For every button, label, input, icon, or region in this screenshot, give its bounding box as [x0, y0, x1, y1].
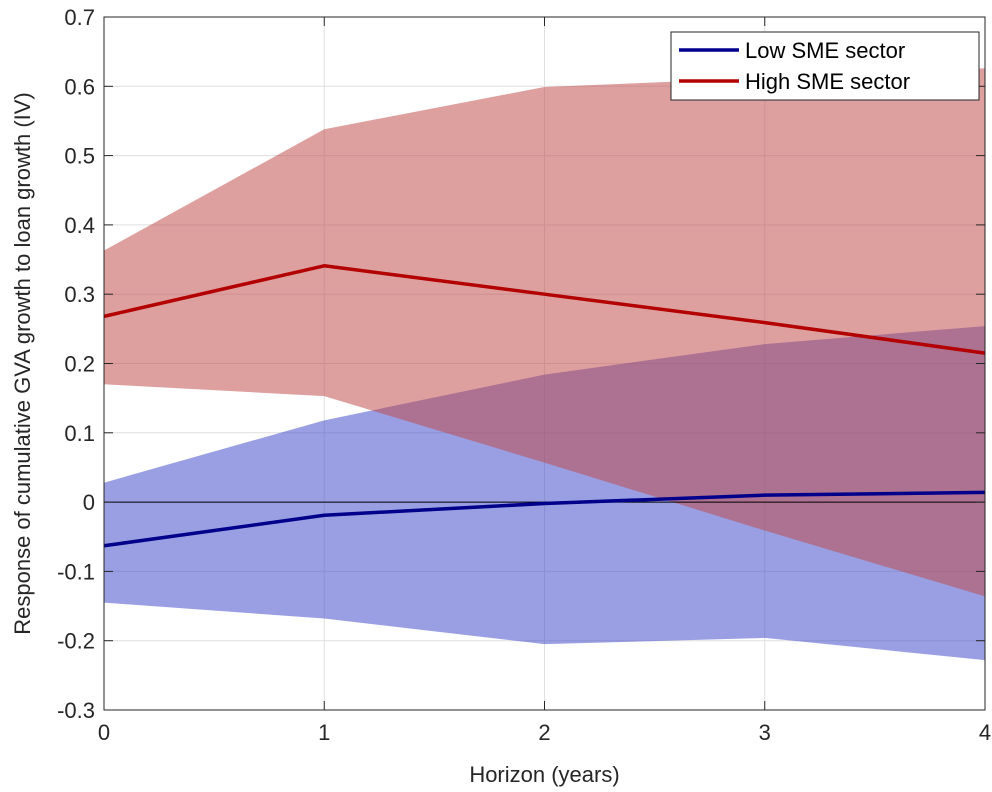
- y-tick-label-3: 0: [83, 490, 95, 515]
- y-tick-label-8: 0.5: [64, 144, 95, 169]
- series-line-0: [103, 490, 986, 548]
- y-tick-label-1: -0.2: [57, 629, 95, 654]
- y-tick-label-6: 0.3: [64, 282, 95, 307]
- series-lines: [103, 264, 986, 548]
- x-axis-label: Horizon (years): [469, 762, 619, 787]
- y-tick-label-0: -0.3: [57, 698, 95, 723]
- legend-label-1: High SME sector: [745, 69, 910, 94]
- x-tick-label-3: 3: [759, 720, 771, 745]
- y-tick-label-10: 0.7: [64, 5, 95, 30]
- y-axis-label: Response of cumulative GVA growth to loa…: [10, 92, 35, 635]
- legend-box: [670, 31, 980, 101]
- x-tick-label-1: 1: [318, 720, 330, 745]
- y-tick-label-5: 0.2: [64, 352, 95, 377]
- x-tick-label-2: 2: [538, 720, 550, 745]
- x-tick-label-4: 4: [979, 720, 991, 745]
- y-tick-label-9: 0.6: [64, 74, 95, 99]
- series-line-1: [103, 264, 986, 355]
- axes: [103, 16, 986, 711]
- tick-labels: 0 1 2 3 4 -0.3 -0.2 -0.1 0 0.1 0.2 0.3 0.4 0.5 0.6 0.7: [57, 5, 991, 745]
- y-tick-label-2: -0.1: [57, 559, 95, 584]
- y-tick-label-7: 0.4: [64, 213, 95, 238]
- legend: Low SME sector High SME sector: [670, 31, 980, 101]
- y-tick-label-4: 0.1: [64, 421, 95, 446]
- x-tick-label-0: 0: [98, 720, 110, 745]
- confidence-bands: [104, 68, 985, 661]
- legend-label-0: Low SME sector: [745, 38, 905, 63]
- confidence-band-1: [104, 68, 985, 597]
